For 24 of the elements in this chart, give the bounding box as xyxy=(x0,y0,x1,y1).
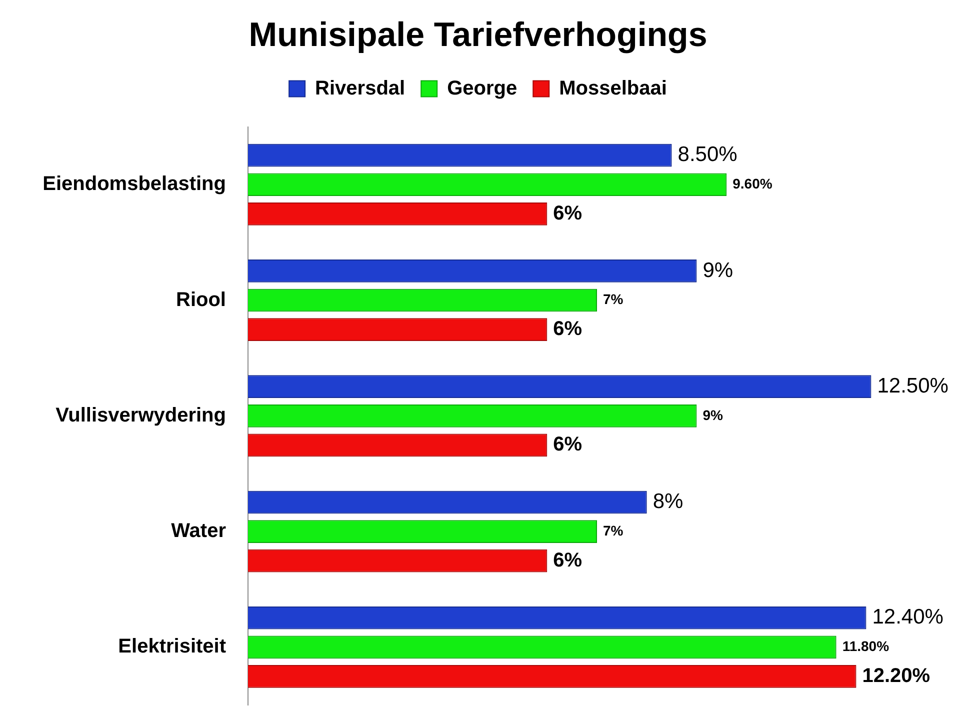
data-label: 12.20% xyxy=(862,664,930,687)
y-tick-label: Vullisverwydering xyxy=(56,404,226,426)
y-tick-label: Riool xyxy=(176,288,226,311)
data-label: 12.50% xyxy=(877,374,948,398)
data-label: 7% xyxy=(603,291,624,308)
data-label: 11.80% xyxy=(842,638,890,654)
data-label: 12.40% xyxy=(872,606,944,629)
legend-label: Riversdal xyxy=(315,77,406,100)
data-label: 6% xyxy=(553,318,582,340)
y-tick-label: Water xyxy=(171,520,226,542)
legend-label: Mosselbaai xyxy=(559,77,667,100)
y-tick-label: Eiendomsbelasting xyxy=(42,173,226,196)
legend-label: George xyxy=(447,77,518,100)
data-label: 9% xyxy=(702,406,724,423)
y-tick-label: Elektrisiteit xyxy=(118,636,226,658)
chart-title: Munisipale Tariefverhogings xyxy=(248,16,708,54)
data-label: 6% xyxy=(553,434,582,456)
data-label: 9.60% xyxy=(732,175,773,192)
data-label: 8.50% xyxy=(678,143,738,166)
data-label: 7% xyxy=(603,522,624,538)
data-label: 6% xyxy=(553,549,582,572)
data-label: 9% xyxy=(702,258,734,282)
data-label: 8% xyxy=(652,490,684,514)
data-label: 6% xyxy=(553,202,582,224)
